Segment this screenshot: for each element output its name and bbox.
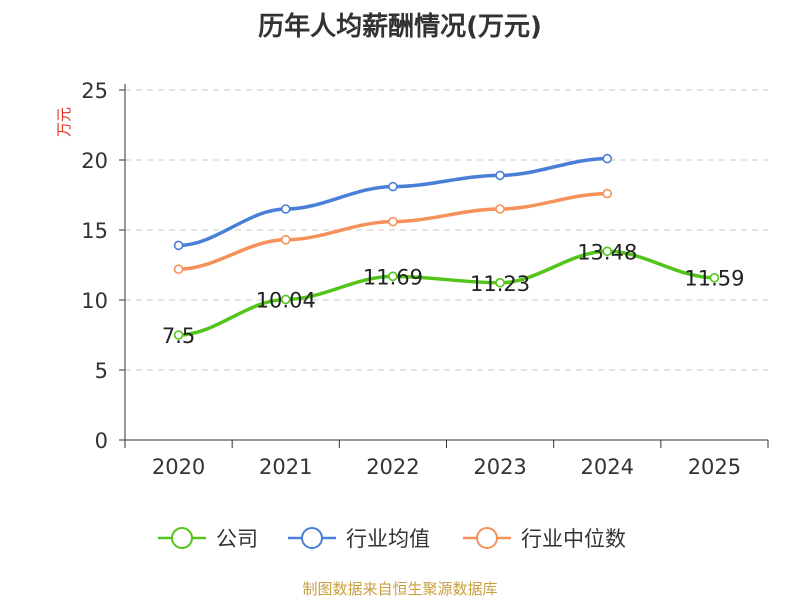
x-tick-label: 2020 [152, 455, 205, 479]
data-point [280, 204, 291, 214]
legend-label: 行业均值 [346, 527, 430, 551]
data-label: 13.48 [577, 240, 637, 264]
chart-title: 历年人均薪酬情况(万元) [258, 12, 542, 42]
legend-marker [301, 527, 323, 549]
x-tick-label: 2021 [259, 455, 312, 479]
data-point [173, 264, 184, 275]
data-label: 11.69 [363, 265, 423, 289]
y-tick-label: 0 [95, 429, 108, 453]
data-point [388, 271, 398, 282]
data-point [388, 216, 398, 227]
data-point [173, 240, 184, 251]
source-note: 制图数据来自恒生聚源数据库 [302, 580, 498, 598]
legend-label: 公司 [216, 527, 258, 551]
y-axis-label: 万元 [55, 107, 73, 137]
data-point [495, 204, 505, 214]
data-point [602, 153, 613, 164]
data-point [495, 277, 505, 288]
legend-label: 行业中位数 [521, 527, 626, 551]
series-line [178, 249, 715, 337]
data-label: 10.04 [256, 288, 316, 312]
legend-marker [476, 527, 498, 549]
legend-marker [171, 527, 193, 549]
data-point [388, 181, 398, 192]
y-tick-label: 5 [95, 359, 108, 383]
x-tick-label: 2023 [473, 455, 526, 479]
data-point [602, 246, 613, 257]
data-point [495, 170, 505, 181]
y-tick-label: 20 [81, 149, 108, 173]
data-point [280, 294, 291, 305]
y-tick-label: 25 [81, 79, 108, 103]
x-tick-label: 2024 [581, 455, 634, 479]
data-label: 7.5 [162, 324, 195, 348]
y-tick-label: 10 [81, 289, 108, 313]
data-label: 11.23 [470, 272, 530, 296]
data-point [173, 330, 184, 340]
y-tick-label: 15 [81, 219, 108, 243]
x-tick-label: 2022 [366, 455, 419, 479]
data-point [709, 272, 720, 283]
data-point [602, 188, 613, 199]
series-line [178, 191, 608, 271]
data-label: 11.59 [684, 267, 744, 291]
x-tick-label: 2025 [688, 455, 741, 479]
data-point [280, 235, 291, 245]
